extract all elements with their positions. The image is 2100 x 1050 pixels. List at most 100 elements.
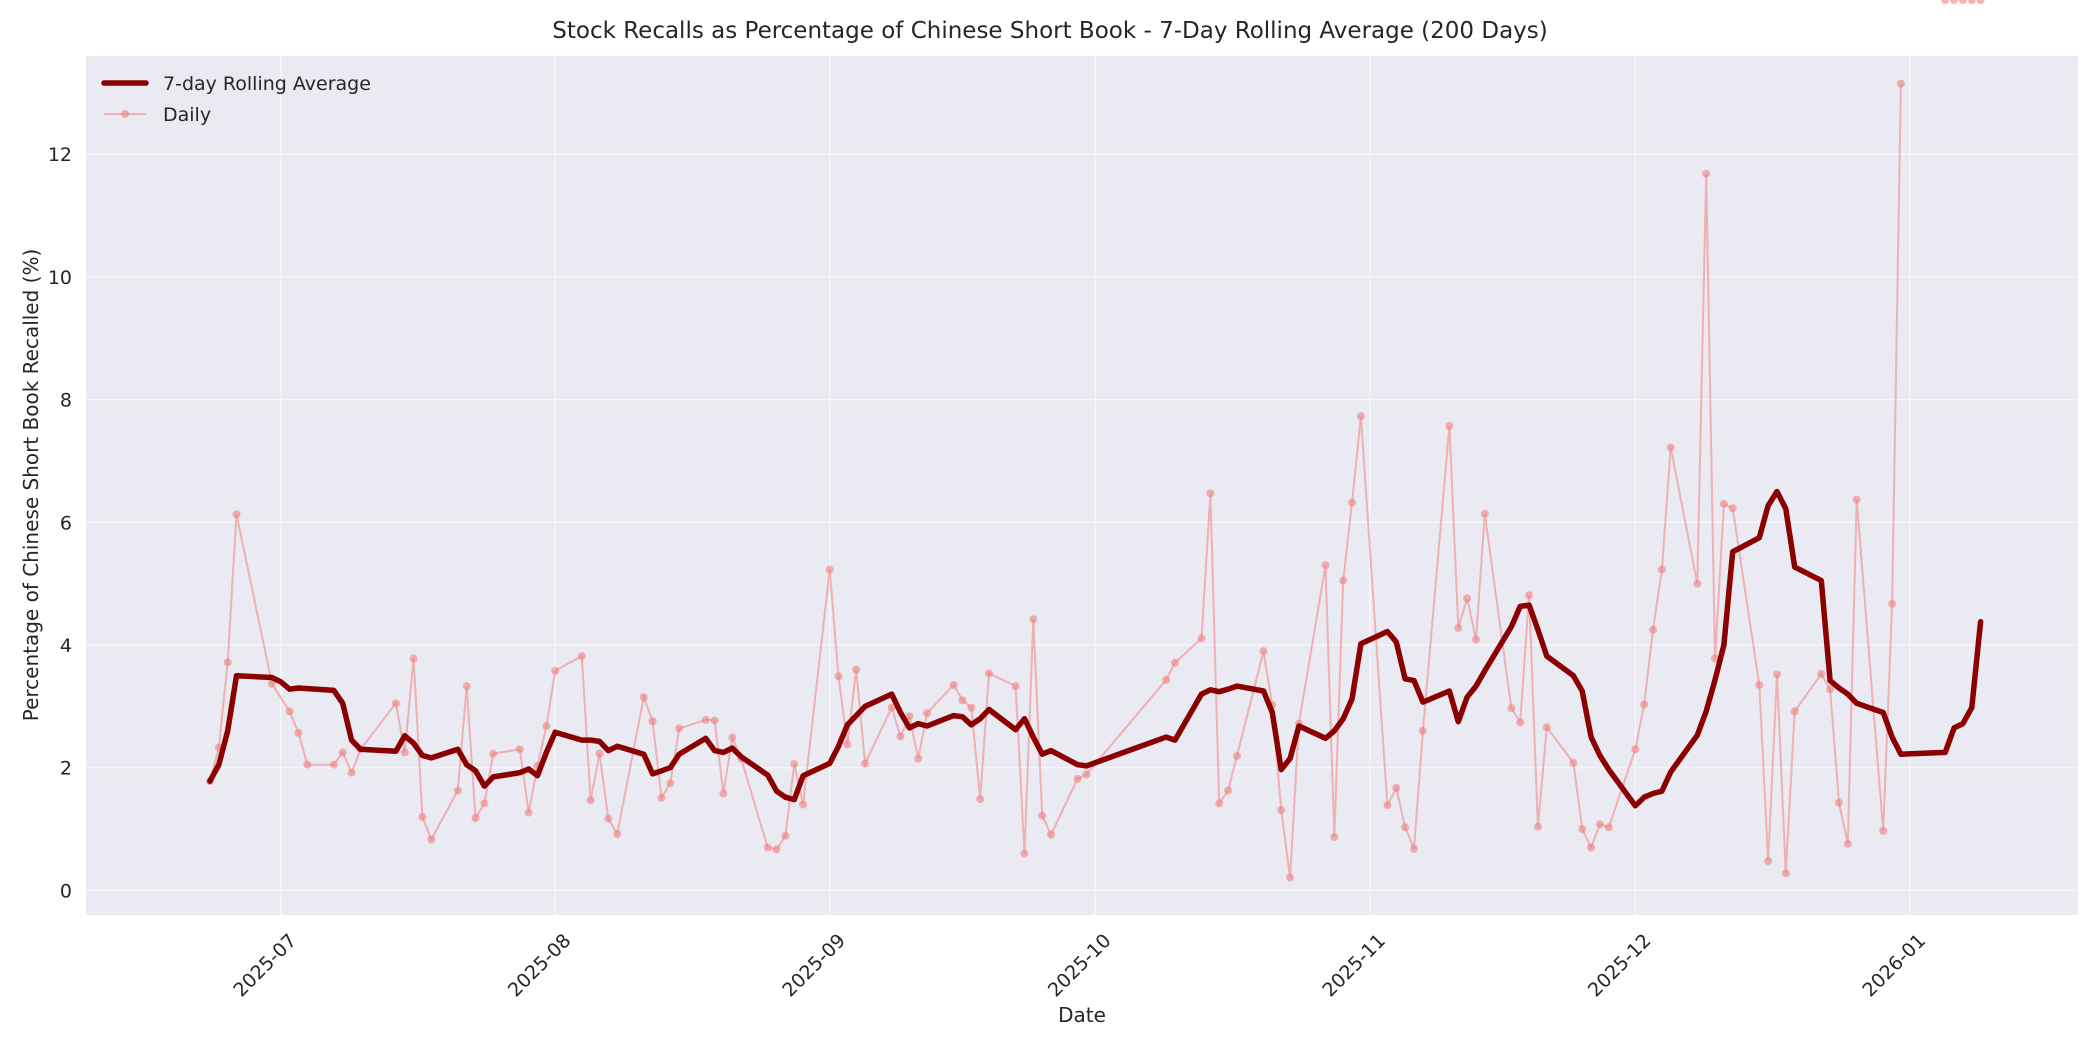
daily-point <box>462 682 471 691</box>
daily-point <box>852 665 861 674</box>
daily-point <box>267 679 276 688</box>
daily-point <box>1330 833 1339 842</box>
daily-point <box>223 658 232 667</box>
daily-point <box>763 843 772 852</box>
daily-point <box>1463 594 1472 603</box>
plot-area <box>86 56 2078 915</box>
daily-point <box>799 800 808 809</box>
daily-point <box>1817 669 1826 678</box>
daily-point <box>1507 704 1516 713</box>
daily-point <box>825 565 834 574</box>
daily-point <box>1525 591 1534 600</box>
daily-point <box>1657 565 1666 574</box>
daily-point <box>400 748 409 757</box>
daily-point <box>914 754 923 763</box>
daily-point <box>524 808 533 817</box>
daily-point <box>701 715 710 724</box>
daily-point <box>834 672 843 681</box>
daily-point <box>1206 489 1215 498</box>
daily-point <box>1967 0 1976 4</box>
y-tick-label: 6 <box>60 512 72 534</box>
daily-point <box>896 732 905 741</box>
daily-point <box>1719 499 1728 508</box>
daily-point <box>285 707 294 716</box>
daily-point <box>1516 718 1525 727</box>
daily-point <box>604 814 613 823</box>
daily-point <box>232 510 241 519</box>
daily-point <box>1383 801 1392 810</box>
daily-point <box>1020 849 1029 858</box>
daily-point <box>303 760 312 769</box>
x-tick-label: 2025-09 <box>778 930 850 1002</box>
legend-daily-label: Daily <box>163 104 211 126</box>
daily-point <box>1259 647 1268 656</box>
x-tick-label: 2025-07 <box>229 930 301 1002</box>
y-tick-label: 0 <box>60 880 72 902</box>
daily-point <box>1711 654 1720 663</box>
daily-point <box>1728 504 1737 513</box>
daily-point <box>1569 758 1578 767</box>
daily-point <box>1843 839 1852 848</box>
y-axis-ticks: 0 2 4 6 8 10 12 <box>48 144 72 902</box>
daily-point <box>613 830 622 839</box>
daily-point <box>551 666 560 675</box>
daily-point <box>294 728 303 737</box>
daily-point <box>985 669 994 678</box>
daily-point <box>781 831 790 840</box>
daily-point <box>1958 0 1967 4</box>
legend: 7-day Rolling Average Daily <box>101 73 371 126</box>
daily-point <box>719 789 728 798</box>
daily-point <box>1950 0 1959 4</box>
daily-point <box>1542 723 1551 732</box>
daily-point <box>1029 615 1038 624</box>
daily-point <box>1790 707 1799 716</box>
daily-point <box>1781 869 1790 878</box>
daily-point <box>923 709 932 718</box>
x-tick-label: 2026-01 <box>1858 930 1930 1002</box>
chart-title: Stock Recalls as Percentage of Chinese S… <box>552 18 1548 44</box>
daily-point <box>1772 670 1781 679</box>
daily-point <box>1480 509 1489 518</box>
daily-point <box>1896 79 1905 88</box>
daily-point <box>887 703 896 712</box>
daily-point <box>1533 822 1542 831</box>
legend-daily-marker <box>121 110 129 118</box>
daily-series <box>205 0 1985 882</box>
x-axis-ticks: 2025-07 2025-08 2025-09 2025-10 2025-11 2025-… <box>229 930 1930 1002</box>
daily-point <box>728 733 737 742</box>
daily-point <box>453 786 462 795</box>
x-tick-label: 2025-08 <box>504 930 576 1002</box>
daily-point <box>515 745 524 754</box>
y-tick-label: 10 <box>48 267 72 289</box>
daily-point <box>391 699 400 708</box>
daily-point <box>480 799 489 808</box>
daily-point <box>949 680 958 689</box>
daily-point <box>1082 770 1091 779</box>
y-tick-label: 4 <box>60 635 72 657</box>
daily-point <box>1215 799 1224 808</box>
x-tick-label: 2025-10 <box>1044 930 1116 1002</box>
daily-point <box>976 795 985 804</box>
daily-point <box>675 724 684 733</box>
daily-point <box>1666 443 1675 452</box>
daily-point <box>1232 752 1241 761</box>
daily-point <box>790 760 799 769</box>
daily-point <box>1826 685 1835 694</box>
daily-point <box>329 760 338 769</box>
daily-point <box>1073 774 1082 783</box>
daily-point <box>1834 798 1843 807</box>
daily-point <box>1286 873 1295 882</box>
daily-point <box>1445 421 1454 430</box>
daily-point <box>1587 843 1596 852</box>
daily-point <box>489 749 498 758</box>
y-axis-label: Percentage of Chinese Short Book Recalle… <box>19 249 43 722</box>
daily-point <box>1755 680 1764 689</box>
daily-point <box>338 748 347 757</box>
daily-point <box>1941 0 1950 4</box>
daily-point <box>1702 169 1711 178</box>
daily-point <box>418 812 427 821</box>
daily-point <box>905 712 914 721</box>
legend-rolling-label: 7-day Rolling Average <box>163 73 371 95</box>
daily-point <box>1224 786 1233 795</box>
daily-point <box>1888 599 1897 608</box>
